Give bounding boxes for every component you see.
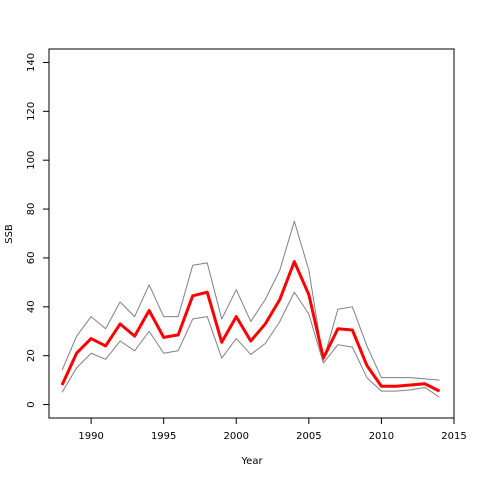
x-tick-label: 2010 [369, 431, 394, 442]
y-tick-label: 20 [26, 349, 37, 362]
x-axis: 1990 1995 2000 2005 2010 2015 [78, 418, 467, 442]
x-tick-label: 2005 [296, 431, 321, 442]
series-line-estimate [60, 260, 441, 393]
x-tick-label: 1990 [78, 431, 103, 442]
y-tick-label: 120 [26, 102, 37, 121]
series-line-lower [61, 291, 440, 398]
x-tick-label: 1995 [151, 431, 176, 442]
y-tick-label: 140 [26, 53, 37, 72]
y-tick-label: 80 [26, 203, 37, 216]
y-tick-label: 60 [26, 252, 37, 265]
plot-marks [60, 220, 441, 398]
x-tick-label: 2000 [224, 431, 249, 442]
y-tick-label: 0 [26, 401, 37, 407]
y-tick-label: 40 [26, 300, 37, 313]
x-tick-label: 2015 [441, 431, 466, 442]
x-axis-title: Year [240, 456, 263, 467]
plot-frame [48, 48, 455, 419]
y-axis-title: SSB [4, 224, 15, 244]
y-axis: 0 20 40 60 80 100 120 140 [26, 53, 49, 408]
y-tick-label: 100 [26, 151, 37, 170]
series-line-upper [61, 220, 440, 381]
